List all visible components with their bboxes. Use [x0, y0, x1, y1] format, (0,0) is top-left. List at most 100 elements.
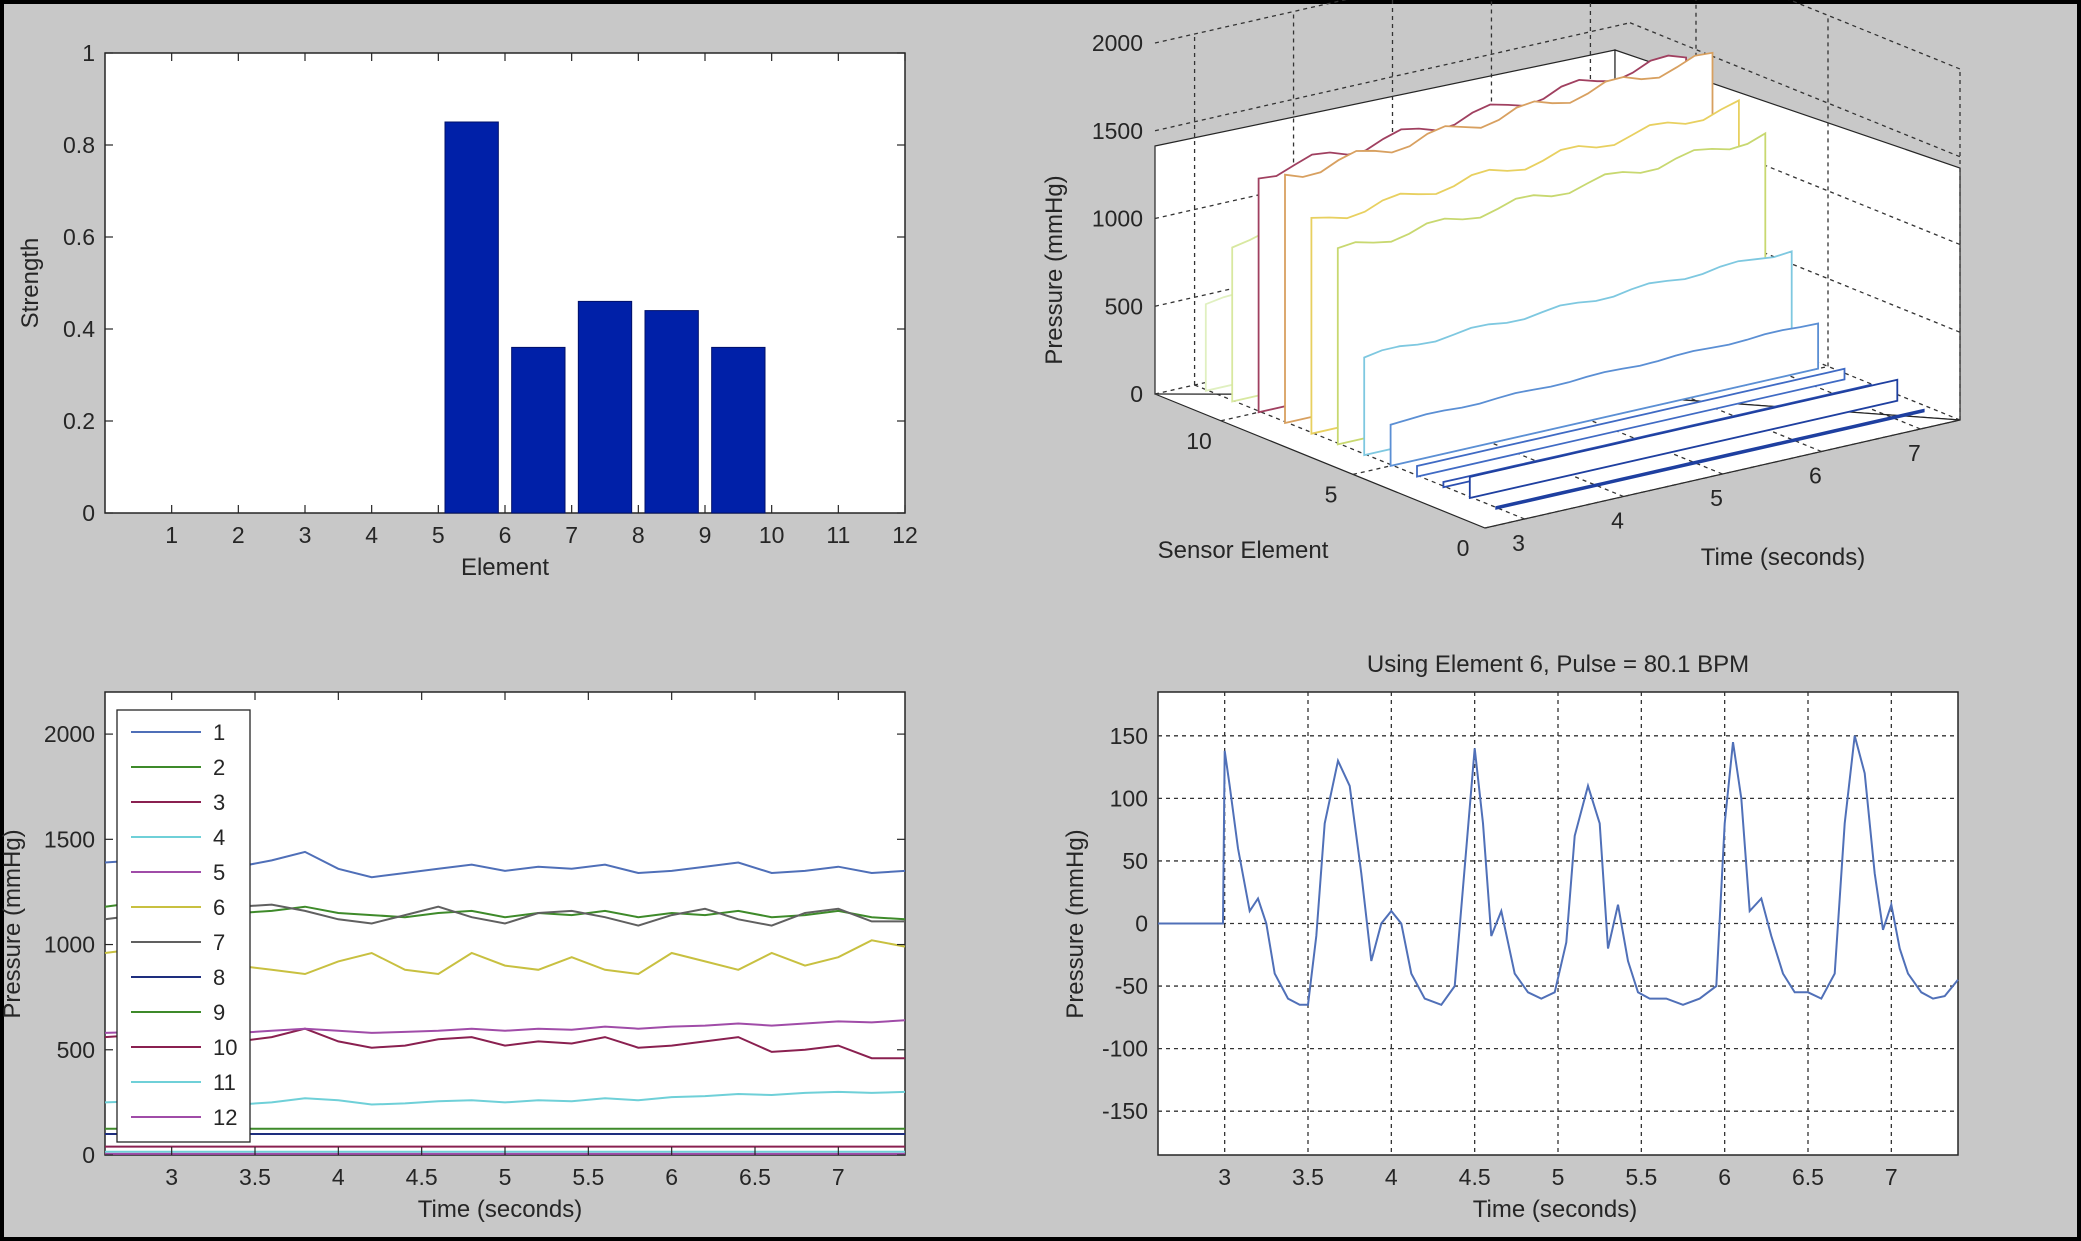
- legend-label-12: 12: [213, 1105, 237, 1130]
- wf-grid-e-floor: [1484, 419, 1961, 529]
- legend-label-3: 3: [213, 790, 225, 815]
- legend-box: [116, 709, 251, 1143]
- lines-ytick-label: 500: [57, 1037, 95, 1063]
- wf-xtick-label: 6: [1809, 463, 1822, 489]
- wf-xtick-label: 5: [1710, 485, 1723, 511]
- pulse-ytick-label: -50: [1115, 973, 1148, 999]
- wf-ztick-label: 2000: [1092, 30, 1143, 56]
- lines-ticks: 3 3.5 4 4.5 5 5.5 6 6.5 7 0 500 1000 1500 2000: [44, 692, 905, 1190]
- pulse-xtick-label: 5: [1552, 1164, 1565, 1190]
- wf-grid-z-back: [1154, 0, 1348, 44]
- wf-xtick-label: 4: [1611, 508, 1624, 534]
- pulse-xtick-label: 6: [1718, 1164, 1731, 1190]
- bar-ytick-label: 0.4: [63, 316, 95, 342]
- wf-series-element-4: [1416, 367, 1846, 478]
- pulse-xtick-label: 4.5: [1459, 1164, 1491, 1190]
- bar-ytick-label: 1: [82, 40, 95, 66]
- bar-ytick-label: 0.6: [63, 224, 95, 250]
- pulse-xtick-label: 5.5: [1625, 1164, 1657, 1190]
- bar-chart-ylabel: Strength: [17, 238, 44, 329]
- bar-xtick-label: 7: [565, 522, 578, 548]
- pulse-title: Using Element 6, Pulse = 80.1 BPM: [1367, 651, 1749, 678]
- legend-label-7: 7: [213, 930, 225, 955]
- wf-ztick-label: 500: [1105, 293, 1143, 319]
- bar-element-8: [577, 300, 633, 514]
- bar-xtick-label: 5: [432, 522, 445, 548]
- legend-label-11: 11: [213, 1070, 236, 1095]
- bar-element-10: [711, 346, 766, 514]
- wf-ytick-label: 5: [1325, 481, 1338, 507]
- bar-element-9: [644, 310, 699, 514]
- bar-xtick-label: 11: [826, 522, 850, 548]
- legend-label-10: 10: [213, 1035, 237, 1060]
- wf-xtick-label: 7: [1908, 440, 1921, 466]
- legend-label-5: 5: [213, 860, 225, 885]
- lines-xtick-label: 7: [832, 1164, 845, 1190]
- pulse-xtick-label: 3: [1218, 1164, 1231, 1190]
- bar-ytick-label: 0.8: [63, 132, 95, 158]
- bar-xtick-label: 3: [299, 522, 312, 548]
- wf-series-element-1: [1495, 408, 1925, 510]
- pulse-chart: 3 3.5 4 4.5 5 5.5 6 6.5 7 150 100 50 0 -50 -100 -150 Us…: [1062, 651, 1959, 1223]
- lines-ytick-label: 1500: [44, 826, 95, 852]
- legend-label-1: 1: [213, 720, 225, 745]
- waterfall-ylabel: Sensor Element: [1158, 537, 1329, 564]
- waterfall-xlabel: Time (seconds): [1701, 544, 1865, 571]
- bar-ytick-label: 0.2: [63, 408, 95, 434]
- bar-xtick-label: 9: [699, 522, 712, 548]
- pulse-ytick-label: -100: [1102, 1036, 1148, 1062]
- lines-xtick-label: 5: [499, 1164, 512, 1190]
- bar-element-6: [444, 121, 499, 514]
- lines-ytick-label: 0: [82, 1142, 95, 1168]
- pulse-series: [1158, 735, 1959, 1007]
- pulse-ticks: 3 3.5 4 4.5 5 5.5 6 6.5 7 150 100 50 0 -50 -100 -150: [1102, 723, 1898, 1190]
- legend-label-8: 8: [213, 965, 225, 990]
- lines-ytick-label: 1000: [44, 932, 95, 958]
- wf-ztick-label: 0: [1130, 381, 1143, 407]
- wf-series-element-5: [1389, 322, 1819, 467]
- wf-ztick-label: 1500: [1092, 118, 1143, 144]
- pulse-xtick-label: 3.5: [1292, 1164, 1324, 1190]
- waterfall-series: [1204, 51, 1925, 510]
- wf-ytick-label: 0: [1457, 535, 1470, 561]
- waterfall-ticks: 0 500 1000 1500 2000 3 4 5 6 7 0 5 10: [1092, 30, 1921, 561]
- bar-chart-xlabel: Element: [461, 554, 549, 581]
- bar-xtick-label: 12: [892, 522, 918, 548]
- bar-xtick-label: 4: [365, 522, 378, 548]
- lines-xtick-label: 5.5: [572, 1164, 604, 1190]
- pulse-xtick-label: 6.5: [1792, 1164, 1824, 1190]
- legend-label-6: 6: [213, 895, 225, 920]
- pulse-ytick-label: 50: [1122, 848, 1148, 874]
- bar-ytick-label: 0: [82, 500, 95, 526]
- bar-element-7: [511, 346, 566, 514]
- pulse-xlabel: Time (seconds): [1473, 1196, 1637, 1223]
- pulse-ytick-label: -150: [1102, 1098, 1148, 1124]
- pulse-line: [1158, 735, 1959, 1007]
- legend-label-2: 2: [213, 755, 225, 780]
- wf-grid-z-back: [1154, 22, 1631, 132]
- bar-xtick-label: 2: [232, 522, 245, 548]
- bar-chart-axes-box: [104, 52, 906, 514]
- legend-label-9: 9: [213, 1000, 225, 1025]
- legend-label-4: 4: [213, 825, 225, 850]
- wf-ytick-label: 10: [1186, 428, 1212, 454]
- lines-xtick-label: 6.5: [739, 1164, 771, 1190]
- wf-series-element-2: [1468, 378, 1899, 500]
- bar-xtick-label: 1: [165, 522, 178, 548]
- wf-xtick-label: 3: [1512, 530, 1525, 556]
- waterfall-zlabel: Pressure (mmHg): [1041, 175, 1068, 364]
- pulse-ytick-label: 150: [1110, 723, 1148, 749]
- lines-xtick-label: 4: [332, 1164, 345, 1190]
- lines-ytick-label: 2000: [44, 721, 95, 747]
- bar-xtick-label: 8: [632, 522, 645, 548]
- pulse-ytick-label: 0: [1135, 911, 1148, 937]
- pulse-ytick-label: 100: [1110, 785, 1148, 811]
- lines-xtick-label: 3.5: [239, 1164, 271, 1190]
- bar-chart-bars: [444, 121, 766, 514]
